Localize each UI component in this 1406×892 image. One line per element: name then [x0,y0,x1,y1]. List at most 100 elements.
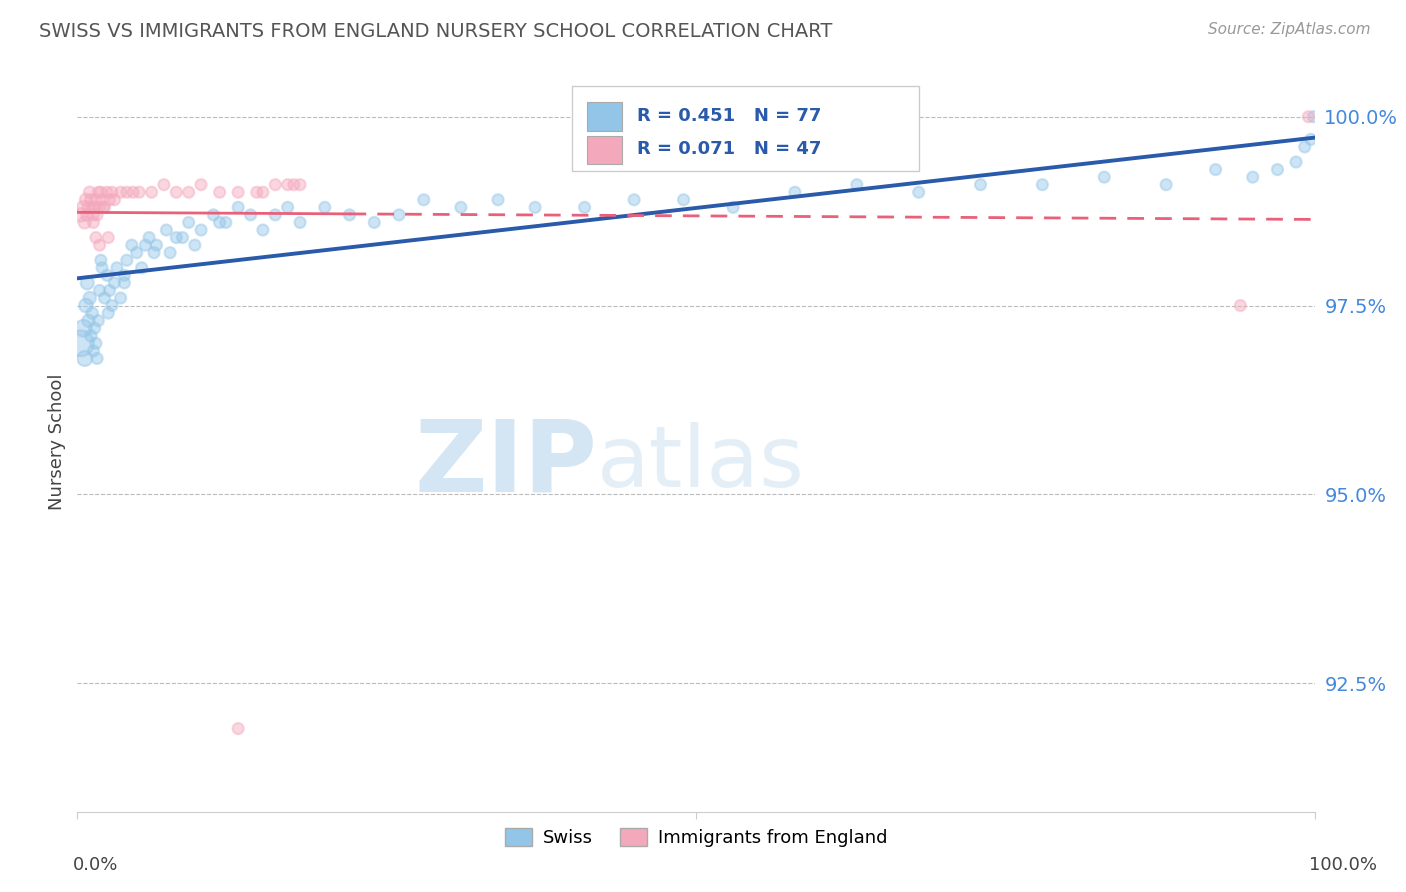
Point [450,200,472,214]
Point [226,200,249,214]
Point [110,186,132,200]
Point [1205,162,1227,177]
Point [84,193,107,207]
Point [121,238,143,252]
Point [215,215,238,229]
Point [283,178,305,192]
Point [239,208,262,222]
Point [190,178,212,192]
Point [339,208,361,222]
Point [91,193,114,207]
Point [145,238,167,252]
Point [277,200,299,214]
Point [91,200,114,214]
Legend: Swiss, Immigrants from England: Swiss, Immigrants from England [496,819,896,856]
Point [83,200,105,214]
Point [172,230,194,244]
Point [226,186,249,200]
Point [1241,170,1264,185]
Point [115,253,138,268]
Point [83,321,105,335]
Point [93,291,115,305]
Text: R = 0.451   N = 77: R = 0.451 N = 77 [637,107,821,125]
Point [79,291,101,305]
Point [110,291,132,305]
Point [76,208,98,222]
Point [86,351,108,366]
Point [141,186,163,200]
Point [77,313,100,327]
Point [87,313,110,327]
Point [672,193,695,207]
Point [87,186,110,200]
Point [91,260,114,275]
Point [98,193,121,207]
Point [177,215,200,229]
Point [1298,110,1320,124]
Point [93,200,115,214]
Point [97,230,120,244]
Y-axis label: Nursery School: Nursery School [48,373,66,510]
Point [73,351,96,366]
Point [1031,178,1053,192]
Text: Source: ZipAtlas.com: Source: ZipAtlas.com [1208,22,1371,37]
Point [101,299,124,313]
Point [101,186,124,200]
Point [524,200,547,214]
Point [70,208,93,222]
Point [89,284,111,298]
Point [388,208,411,222]
Point [314,200,336,214]
Point [82,343,104,358]
Point [783,186,806,200]
Point [115,186,138,200]
Point [96,268,118,283]
Point [226,722,249,736]
Point [103,276,125,290]
Point [143,245,166,260]
Point [79,186,101,200]
Point [1285,155,1308,169]
Point [184,238,207,252]
Text: atlas: atlas [598,422,806,505]
Point [112,276,135,290]
Point [277,178,299,192]
Point [288,215,311,229]
Point [1267,162,1289,177]
Point [969,178,991,192]
Point [103,193,125,207]
Point [73,215,96,229]
Point [153,178,176,192]
Text: 0.0%: 0.0% [73,855,118,873]
Point [125,245,148,260]
Point [845,178,868,192]
Point [165,186,187,200]
Text: SWISS VS IMMIGRANTS FROM ENGLAND NURSERY SCHOOL CORRELATION CHART: SWISS VS IMMIGRANTS FROM ENGLAND NURSERY… [39,22,832,41]
Point [623,193,645,207]
Point [75,193,97,207]
Point [128,186,150,200]
Text: ZIP: ZIP [415,416,598,512]
Point [82,208,104,222]
Point [122,186,145,200]
Point [75,299,97,313]
Point [574,200,596,214]
Point [165,230,187,244]
Point [190,223,212,237]
Point [90,253,112,268]
Point [97,306,120,320]
Point [80,193,103,207]
Point [77,200,100,214]
Point [721,200,744,214]
Point [412,193,434,207]
Text: R = 0.071   N = 47: R = 0.071 N = 47 [637,140,821,158]
Point [84,336,107,351]
Point [202,208,225,222]
Point [486,193,509,207]
Point [907,186,929,200]
Point [363,215,385,229]
FancyBboxPatch shape [588,103,621,130]
Point [1154,178,1177,192]
Point [72,200,94,214]
Text: 100.0%: 100.0% [1309,855,1376,873]
